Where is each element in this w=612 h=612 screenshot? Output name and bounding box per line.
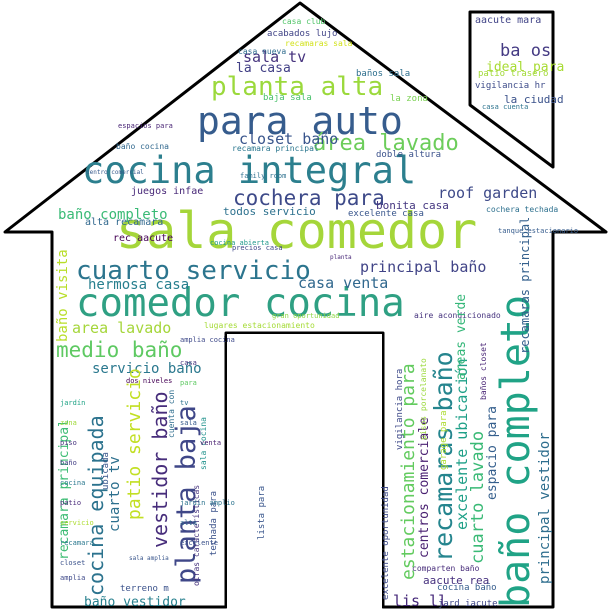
word: cuarto lavado — [468, 430, 488, 564]
word: vigilancia hora — [395, 368, 405, 450]
word: piso — [60, 439, 77, 447]
word: recamara — [60, 539, 94, 547]
word: todos servicio — [223, 205, 316, 218]
word: baño completo — [58, 207, 168, 223]
word: aire acondicionado — [414, 311, 501, 320]
word: cochera para — [233, 186, 385, 210]
word: tv — [180, 399, 189, 407]
word: rec aacute — [113, 233, 174, 244]
word: baño — [60, 459, 77, 467]
word: casa venta — [298, 274, 389, 292]
word: jardín — [60, 399, 86, 407]
word: baño visita — [55, 249, 71, 342]
word: vigilancia hr — [475, 81, 546, 91]
word: excelente — [180, 539, 218, 547]
word: excelente oportunidad — [381, 486, 391, 600]
word: lista para — [257, 485, 267, 540]
word: principal baño — [360, 258, 487, 276]
word: hermosa casa — [88, 277, 190, 293]
word: comparten baño — [412, 564, 480, 573]
word: amplia — [60, 574, 86, 582]
word: servicio baño — [92, 361, 202, 377]
word: sala tv — [243, 48, 307, 66]
word: cuarto servicio — [76, 256, 311, 286]
word: casa nueva — [238, 47, 287, 56]
word: gran oportunidad — [272, 312, 340, 320]
word: lugares estacionamiento — [204, 321, 315, 330]
word: roof garden — [438, 184, 538, 202]
word: pisos porcelanato — [419, 358, 428, 440]
word: ba os — [500, 41, 552, 61]
word: medio baño — [56, 338, 183, 362]
word: precios casa — [232, 244, 283, 252]
word: baño vestidor — [84, 595, 186, 610]
word: closet — [60, 559, 86, 567]
word: área lavado — [313, 131, 459, 156]
word: garage para — [439, 410, 449, 470]
word: excelente casa — [348, 209, 424, 219]
word: ideal para — [486, 60, 565, 75]
word: ubicada — [101, 452, 111, 490]
word: juegos infae — [131, 186, 204, 197]
word: cocina equipada — [84, 415, 108, 596]
word: recamaras principal — [518, 216, 532, 354]
word: alta recamara — [85, 217, 164, 228]
word: area lavado — [72, 319, 172, 337]
word: planta alta — [211, 72, 384, 102]
word: dos niveles — [126, 377, 173, 385]
word: cocina abierta — [210, 239, 270, 247]
word: recamara principal — [232, 144, 319, 153]
word: para auto — [197, 99, 403, 143]
word: cuenta con — [167, 389, 176, 438]
word: aacute rea — [423, 574, 490, 587]
word: casa cuenta — [482, 103, 529, 111]
word: sala — [180, 419, 197, 427]
word: cocina integral — [82, 149, 417, 192]
word: baños closet — [479, 342, 488, 400]
word: tanque estacionario — [498, 227, 579, 235]
word: comedor cocina — [76, 281, 405, 326]
word: bonita casa — [376, 199, 449, 212]
word: patio servicio — [124, 368, 145, 520]
word: doble altura — [376, 150, 442, 160]
word: espacios para — [118, 122, 173, 130]
word: la zona — [390, 94, 428, 104]
word: casa club — [282, 17, 326, 26]
word: patio — [60, 499, 82, 507]
word: sala comedor — [116, 202, 478, 260]
word: jard iacute — [438, 599, 498, 609]
word: venta — [200, 439, 222, 447]
word: para — [180, 379, 197, 387]
word: patio trasero — [478, 69, 549, 79]
word: terreno m — [120, 584, 169, 594]
word: lis ll — [393, 592, 448, 610]
word: servicio — [60, 519, 94, 527]
word: recamaras sala — [285, 39, 353, 48]
word: areas verde — [454, 293, 469, 380]
word: closet baño — [239, 130, 339, 148]
word: family room — [240, 172, 287, 180]
word: aacute mara — [475, 15, 542, 26]
word: acabados lujo — [267, 29, 338, 39]
word: centro comercial — [86, 169, 144, 176]
word: cochera techada — [486, 205, 559, 214]
word: la casa — [236, 61, 291, 76]
word: planta — [330, 254, 352, 261]
word: alta — [180, 519, 197, 527]
word: baja sala — [263, 93, 312, 103]
word: principal vestidor — [537, 432, 553, 584]
word: baños sala — [356, 69, 411, 79]
word: jardín amplio — [180, 499, 235, 507]
word: casa — [180, 359, 197, 367]
word: la ciudad — [504, 93, 564, 106]
word: cocina — [60, 479, 86, 487]
word: cocina baño — [437, 583, 497, 593]
word: amplia cocina — [180, 336, 235, 344]
word: baño cocina — [116, 142, 169, 151]
word: zona — [60, 419, 77, 427]
word: sala amplia — [129, 555, 169, 562]
